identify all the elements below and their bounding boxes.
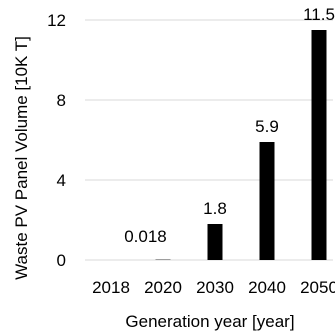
data-label: 5.9 [255,117,279,136]
x-axis-label: Generation year [year] [125,312,294,331]
y-tick-label: 8 [57,91,66,110]
data-label: 0.018 [124,227,167,246]
x-tick-label: 2050 [300,278,335,297]
bar [208,224,223,260]
bar [312,30,327,260]
y-axis-label: Waste PV Panel Volume [10K T] [12,36,31,280]
bar [260,142,275,260]
x-tick-label: 2018 [92,278,130,297]
x-tick-label: 2020 [144,278,182,297]
data-label: 11.5 [303,5,335,24]
y-tick-label: 12 [47,11,66,30]
y-tick-label: 4 [57,171,66,190]
data-labels: 0.018 1.8 5.9 11.5 [124,5,335,246]
y-tick-label: 0 [57,251,66,270]
x-tick-labels: 2018 2020 2030 2040 2050 [92,278,335,297]
y-tick-labels: 0 4 8 12 [47,11,66,270]
x-tick-label: 2040 [248,278,286,297]
bars [156,30,327,260]
x-tick-label: 2030 [196,278,234,297]
data-label: 1.8 [203,199,227,218]
